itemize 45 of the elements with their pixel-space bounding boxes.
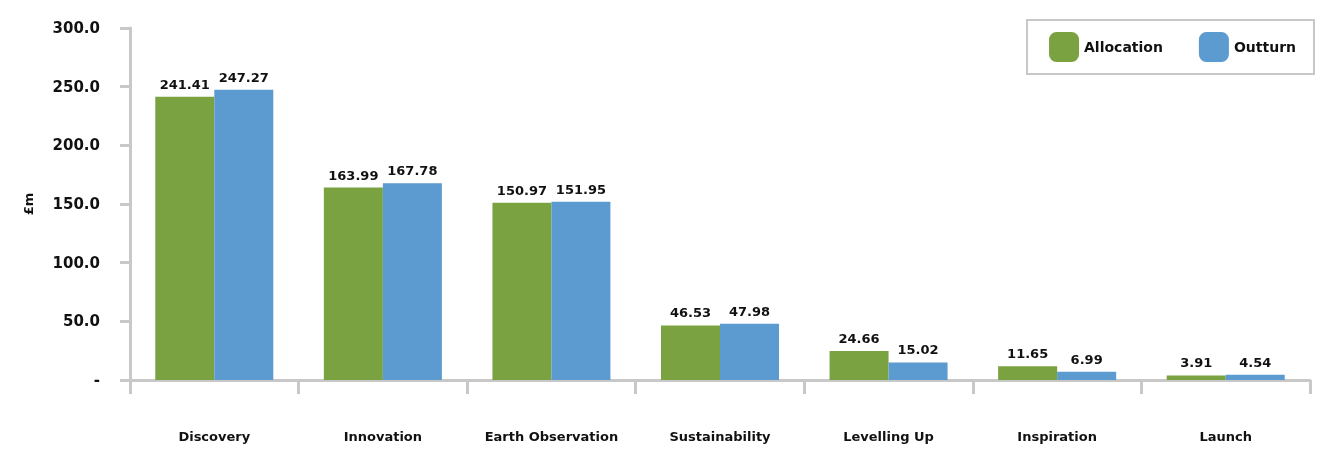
data-label: 6.99 xyxy=(1070,351,1103,367)
data-label: 4.54 xyxy=(1239,354,1272,370)
bar xyxy=(829,351,889,380)
x-tick-label: Inspiration xyxy=(1017,429,1097,444)
data-label: 11.65 xyxy=(1007,346,1049,362)
y-axis-title: £m xyxy=(21,192,36,216)
bar xyxy=(1057,371,1117,380)
y-tick-label: 150.0 xyxy=(52,195,100,213)
y-tick-label: 200.0 xyxy=(52,136,100,155)
x-tick-label: Levelling Up xyxy=(843,429,934,444)
bar xyxy=(323,187,383,380)
bar xyxy=(214,89,274,380)
bar xyxy=(155,96,215,380)
data-label: 15.02 xyxy=(897,342,939,358)
legend-label: Allocation xyxy=(1084,39,1163,55)
x-tick-label: Earth Observation xyxy=(484,429,619,444)
bar xyxy=(551,201,611,380)
data-label: 167.78 xyxy=(387,163,438,179)
data-label: 163.99 xyxy=(328,167,379,183)
data-label: 24.66 xyxy=(838,331,880,347)
y-tick-label: 50.0 xyxy=(62,312,100,331)
x-tick-label: Launch xyxy=(1199,429,1252,444)
bar xyxy=(888,362,948,380)
data-label: 3.91 xyxy=(1180,355,1213,371)
data-label: 150.97 xyxy=(496,182,548,198)
bar xyxy=(998,366,1058,380)
data-label: 247.27 xyxy=(218,69,269,85)
y-tick-label: 100.0 xyxy=(52,253,100,272)
data-label: 151.95 xyxy=(555,181,607,197)
data-label: 241.41 xyxy=(159,76,210,92)
y-tick-label: 300.0 xyxy=(52,19,100,37)
bar xyxy=(1166,375,1226,380)
bar xyxy=(1225,374,1285,380)
bar xyxy=(661,325,720,380)
data-label: 47.98 xyxy=(728,303,771,319)
bar xyxy=(492,202,552,380)
bar xyxy=(382,183,442,380)
y-tick-label: - xyxy=(93,371,100,389)
bar xyxy=(720,323,779,380)
x-tick-label: Discovery xyxy=(178,429,251,444)
legend-label: Outturn xyxy=(1233,39,1296,55)
data-label: 46.53 xyxy=(669,305,712,321)
y-tick-label: 250.0 xyxy=(52,77,100,96)
x-tick-label: Innovation xyxy=(343,429,423,444)
x-tick-label: Sustainability xyxy=(669,429,772,444)
